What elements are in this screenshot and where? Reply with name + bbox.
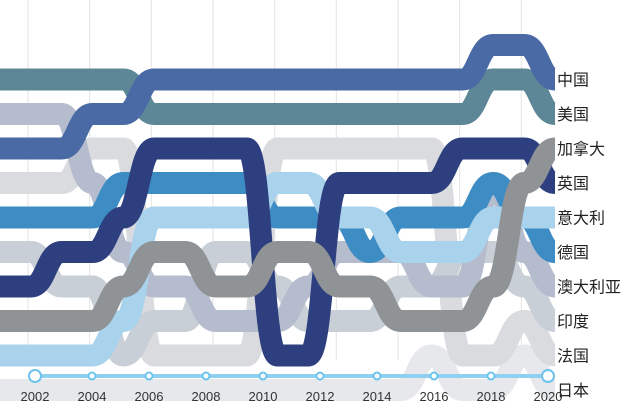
timeline-node-2018[interactable] bbox=[486, 371, 496, 381]
series-label-5: 德国 bbox=[557, 243, 589, 262]
timeline-node-2006[interactable] bbox=[144, 371, 154, 381]
x-axis-ticks: 2002 2004 2006 2008 2010 2012 2014 2016 2018 2020 bbox=[21, 389, 563, 402]
series-label-4: 意大利 bbox=[557, 209, 605, 228]
x-tick-2014: 2014 bbox=[363, 389, 392, 402]
series-ribbon-2[interactable] bbox=[0, 137, 558, 332]
series-ribbon-1[interactable] bbox=[0, 68, 558, 125]
series-ribbon-5[interactable] bbox=[0, 171, 558, 264]
timeline-node-2012[interactable] bbox=[315, 371, 325, 381]
series-label-1: 美国 bbox=[557, 105, 589, 124]
series-ribbon-0[interactable] bbox=[0, 34, 558, 160]
series-ribbons bbox=[0, 34, 558, 401]
timeline-node-2016[interactable] bbox=[429, 371, 439, 381]
series-ribbon-3[interactable] bbox=[0, 137, 558, 367]
x-tick-2012: 2012 bbox=[306, 389, 335, 402]
x-tick-2008: 2008 bbox=[192, 389, 221, 402]
timeline-node-2004[interactable] bbox=[87, 371, 97, 381]
series-ribbon-4[interactable] bbox=[0, 172, 555, 367]
series-label-2: 加拿大 bbox=[557, 140, 605, 159]
series-label-6: 澳大利亚 bbox=[557, 278, 621, 297]
timeline-node-2008[interactable] bbox=[201, 371, 211, 381]
series-label-9: 日本 bbox=[557, 381, 589, 400]
series-label-7: 印度 bbox=[557, 312, 589, 331]
timeline-slider[interactable] bbox=[28, 369, 555, 383]
timeline-node-2014[interactable] bbox=[372, 371, 382, 381]
x-tick-2002: 2002 bbox=[21, 389, 50, 402]
timeline-node-2010[interactable] bbox=[258, 371, 268, 381]
series-label-3: 英国 bbox=[557, 174, 589, 193]
x-tick-2020: 2020 bbox=[534, 389, 563, 402]
series-ribbon-6[interactable] bbox=[0, 103, 558, 332]
timeline-node-2002[interactable] bbox=[28, 369, 42, 383]
x-tick-2004: 2004 bbox=[78, 389, 107, 402]
x-tick-2018: 2018 bbox=[477, 389, 506, 402]
series-ribbon-9[interactable] bbox=[0, 344, 558, 401]
series-label-0: 中国 bbox=[557, 71, 589, 90]
series-ribbon-8[interactable] bbox=[0, 137, 558, 367]
timeline-node-2020[interactable] bbox=[541, 369, 555, 383]
x-tick-2006: 2006 bbox=[135, 389, 164, 402]
x-tick-2010: 2010 bbox=[249, 389, 278, 402]
x-tick-2016: 2016 bbox=[420, 389, 449, 402]
series-label-8: 法国 bbox=[557, 347, 589, 366]
